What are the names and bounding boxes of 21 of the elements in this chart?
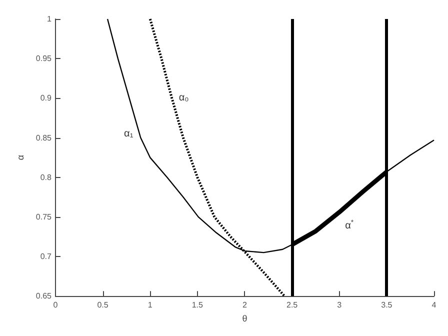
series-label: α₀	[178, 92, 189, 104]
y-tick-label: 0.7	[40, 252, 52, 262]
y-tick-label: 0.9	[40, 94, 52, 103]
x-tick-label: 2.5	[286, 300, 298, 310]
series-label: α₁	[124, 128, 134, 140]
y-tick-label: 0.8	[40, 172, 52, 182]
x-axis-title: θ	[242, 314, 248, 324]
y-tick-label: 1	[47, 14, 52, 24]
x-tick-label: 3	[337, 300, 342, 310]
x-tick-label: 2	[242, 300, 248, 310]
x-tick-label: 0.5	[97, 300, 109, 310]
y-tick-label: 0.95	[36, 54, 52, 64]
y-tick-label: 0.65	[36, 292, 52, 301]
x-tick-label: 3.5	[381, 300, 393, 310]
x-tick-label: 1	[148, 300, 153, 310]
x-tick-label: 0	[53, 300, 58, 310]
y-tick-label: 0.75	[36, 212, 52, 222]
y-tick-label: 0.85	[36, 133, 52, 142]
x-tick-label: 4	[432, 300, 437, 310]
y-axis-title: α	[16, 154, 26, 160]
x-tick-label: 1.5	[192, 300, 204, 310]
